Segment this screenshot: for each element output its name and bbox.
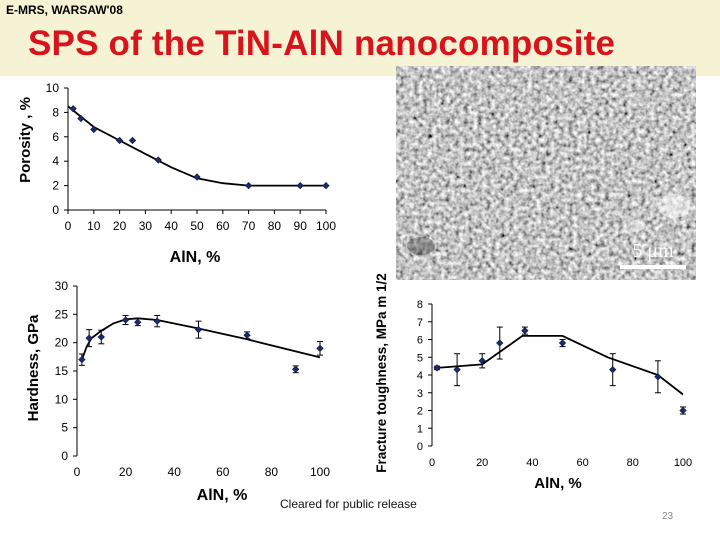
toughness-y-tick-label: 3 <box>417 388 423 400</box>
toughness-series-line <box>436 335 684 396</box>
toughness-y-tick-label: 8 <box>417 299 423 311</box>
porosity-x-tick-label: 50 <box>190 219 204 233</box>
toughness-y-tick-label: 0 <box>417 441 423 453</box>
toughness-x-tick-label: 80 <box>627 457 639 469</box>
hardness-data-point <box>85 334 93 342</box>
hardness-y-tick-label: 25 <box>55 307 69 321</box>
toughness-x-tick-label: 0 <box>429 457 435 469</box>
hardness-y-tick-label: 0 <box>61 449 68 463</box>
toughness-y-axis-label: Fracture toughness, MPa m 1/2 <box>374 273 389 473</box>
toughness-x-tick-label: 20 <box>476 457 488 469</box>
toughness-x-axis-label: AlN, % <box>534 475 582 492</box>
release-note: Cleared for public release <box>280 497 417 511</box>
toughness-y-tick-label: 6 <box>417 335 423 347</box>
hardness-x-tick-label: 20 <box>119 465 133 479</box>
toughness-data-point <box>478 357 486 365</box>
hardness-y-tick-label: 15 <box>55 364 69 378</box>
sem-micrograph <box>396 66 696 280</box>
toughness-data-point <box>521 327 529 335</box>
porosity-y-tick-label: 2 <box>52 179 59 193</box>
toughness-y-tick-label: 2 <box>417 406 423 418</box>
hardness-data-point <box>316 344 324 352</box>
hardness-data-point <box>97 333 105 341</box>
toughness-y-tick-label: 5 <box>417 352 423 364</box>
title-band <box>0 0 720 76</box>
porosity-x-tick-label: 20 <box>113 219 127 233</box>
hardness-data-point <box>243 331 251 339</box>
slide-title: SPS of the TiN-AlN nanocomposite <box>28 24 616 63</box>
hardness-data-point <box>292 365 300 373</box>
porosity-y-tick-label: 10 <box>46 81 60 95</box>
hardness-x-tick-label: 0 <box>74 465 81 479</box>
toughness-data-point <box>433 364 441 372</box>
porosity-x-axis-label: AlN, % <box>170 249 221 266</box>
porosity-x-tick-label: 40 <box>165 219 179 233</box>
hardness-x-tick-label: 60 <box>216 465 230 479</box>
porosity-series-line <box>67 105 326 187</box>
scale-bar-label: 5 μm <box>632 240 674 262</box>
hardness-x-tick-label: 40 <box>168 465 182 479</box>
porosity-x-tick-label: 60 <box>216 219 230 233</box>
porosity-x-tick-label: 70 <box>242 219 256 233</box>
hardness-y-tick-label: 10 <box>55 392 69 406</box>
hardness-x-axis-label: AlN, % <box>197 487 248 504</box>
porosity-x-tick-label: 90 <box>294 219 308 233</box>
page-number: 23 <box>662 511 674 522</box>
porosity-y-tick-label: 6 <box>52 130 59 144</box>
porosity-data-point <box>128 136 137 145</box>
porosity-y-tick-label: 8 <box>52 105 59 119</box>
porosity-data-point <box>322 181 330 190</box>
hardness-y-tick-label: 5 <box>61 421 68 435</box>
porosity-y-tick-label: 0 <box>52 203 59 217</box>
toughness-data-point <box>558 339 567 347</box>
toughness-x-tick-label: 40 <box>526 457 538 469</box>
toughness-y-tick-label: 7 <box>417 317 423 329</box>
porosity-y-axis-label: Porosity , % <box>17 97 34 183</box>
porosity-data-point <box>115 136 124 145</box>
hardness-y-tick-label: 20 <box>55 336 69 350</box>
hardness-data-point <box>134 318 142 326</box>
porosity-data-point <box>193 173 201 181</box>
porosity-y-tick-label: 4 <box>52 154 59 168</box>
scale-bar <box>620 265 686 269</box>
hardness-y-tick-label: 30 <box>55 279 69 293</box>
toughness-x-tick-label: 60 <box>576 457 588 469</box>
hardness-data-point <box>153 317 161 325</box>
porosity-data-point <box>154 156 162 164</box>
porosity-x-tick-label: 10 <box>87 219 101 233</box>
porosity-data-point <box>69 105 77 113</box>
porosity-x-tick-label: 30 <box>139 219 153 233</box>
hardness-data-point <box>121 316 130 324</box>
toughness-x-tick-label: 100 <box>674 457 692 469</box>
toughness-data-point <box>453 366 461 374</box>
conference-label: E-MRS, WARSAW'08 <box>6 3 123 17</box>
toughness-data-point <box>609 366 617 374</box>
porosity-data-point <box>296 181 304 190</box>
porosity-x-tick-label: 80 <box>268 219 282 233</box>
toughness-y-tick-label: 1 <box>417 423 423 435</box>
hardness-y-axis-label: Hardness, GPa <box>25 314 42 421</box>
porosity-data-point <box>77 114 85 123</box>
porosity-x-tick-label: 100 <box>316 219 336 233</box>
toughness-data-point <box>679 406 687 415</box>
hardness-data-point <box>78 356 86 364</box>
hardness-x-tick-label: 100 <box>310 465 330 479</box>
porosity-data-point <box>244 181 253 190</box>
porosity-x-tick-label: 0 <box>65 219 72 233</box>
toughness-data-point <box>496 339 504 347</box>
hardness-data-point <box>194 326 203 334</box>
hardness-x-tick-label: 80 <box>265 465 279 479</box>
porosity-data-point <box>90 125 98 134</box>
toughness-y-tick-label: 4 <box>417 370 423 382</box>
toughness-data-point <box>654 373 662 381</box>
